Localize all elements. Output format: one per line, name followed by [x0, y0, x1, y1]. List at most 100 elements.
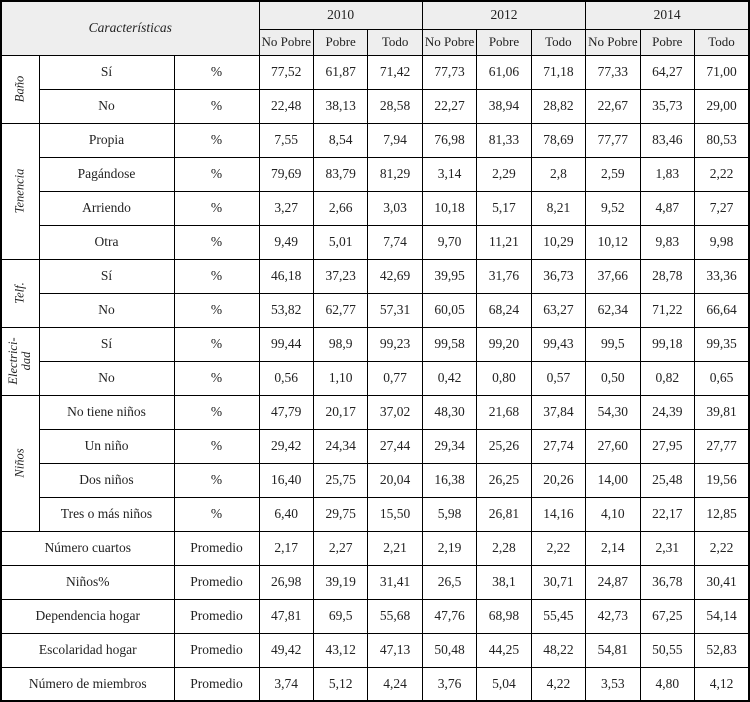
unit-cell: Promedio	[173, 666, 260, 702]
unit-cell: Promedio	[173, 632, 260, 668]
table-header: Características 2010 2012 2014 No Pobre Pobre…	[0, 0, 750, 56]
characteristics-header: Características	[0, 0, 260, 56]
data-cell: 77,52	[258, 54, 314, 90]
data-cell: 79,69	[258, 156, 314, 192]
data-cell: 27,74	[530, 428, 587, 464]
data-cell: 46,18	[258, 258, 314, 294]
data-cell: 20,17	[312, 394, 369, 430]
data-cell: 26,25	[476, 462, 532, 498]
data-cell: 49,42	[258, 632, 314, 668]
data-cell: 55,68	[367, 598, 423, 634]
data-cell: 42,73	[585, 598, 641, 634]
data-cell: 31,76	[476, 258, 532, 294]
data-cell: 19,56	[694, 462, 750, 498]
row-label-cell: No	[38, 292, 175, 328]
data-cell: 71,42	[367, 54, 423, 90]
data-cell: 2,22	[694, 156, 750, 192]
data-cell: 2,29	[476, 156, 532, 192]
data-cell: 61,87	[312, 54, 369, 90]
data-cell: 10,12	[585, 224, 641, 260]
data-cell: 37,66	[585, 258, 641, 294]
data-cell: 66,64	[694, 292, 750, 328]
data-cell: 76,98	[421, 122, 478, 158]
data-cell: 28,78	[639, 258, 696, 294]
row-label-cell: No	[38, 88, 175, 124]
data-cell: 33,36	[694, 258, 750, 294]
table-row: Niños No tiene niños% 47,79 20,17 37,02 48,30…	[0, 394, 750, 532]
data-cell: 77,73	[421, 54, 478, 90]
data-cell: 48,22	[530, 632, 587, 668]
data-cell: 64,27	[639, 54, 696, 90]
data-cell: 5,04	[476, 666, 532, 702]
row-label-cell: Un niño	[38, 428, 175, 464]
data-cell: 26,81	[476, 496, 532, 532]
data-cell: 4,80	[639, 666, 696, 702]
data-cell: 27,77	[694, 428, 750, 464]
subgroup-header: Todo	[694, 28, 750, 56]
table-row: Número de miembros Promedio 3,74 5,12 4,24 3,…	[0, 666, 750, 702]
data-cell: 22,17	[639, 496, 696, 532]
data-cell: 12,85	[694, 496, 750, 532]
data-cell: 69,5	[312, 598, 369, 634]
group-label: Baño	[12, 75, 27, 103]
data-cell: 25,26	[476, 428, 532, 464]
row-label-cell: Tres o más niños	[38, 496, 175, 532]
data-cell: 29,42	[258, 428, 314, 464]
data-cell: 28,58	[367, 88, 423, 124]
row-label-cell: Sí	[38, 258, 175, 294]
data-cell: 10,29	[530, 224, 587, 260]
row-label-cell: No tiene niños	[38, 394, 175, 430]
table-row: Telf. Sí% 46,18 37,23 42,69 39,95 31,76 36,73 37…	[0, 258, 750, 328]
data-cell: 5,12	[312, 666, 369, 702]
data-cell: 9,49	[258, 224, 314, 260]
data-cell: 71,18	[530, 54, 587, 90]
unit-cell: %	[173, 326, 260, 362]
data-cell: 99,18	[639, 326, 696, 362]
data-cell: 0,82	[639, 360, 696, 396]
data-cell: 99,20	[476, 326, 532, 362]
data-cell: 0,42	[421, 360, 478, 396]
data-cell: 1,10	[312, 360, 369, 396]
data-cell: 27,95	[639, 428, 696, 464]
data-cell: 31,41	[367, 564, 423, 600]
data-cell: 16,40	[258, 462, 314, 498]
data-cell: 47,79	[258, 394, 314, 430]
data-cell: 39,81	[694, 394, 750, 430]
data-cell: 61,06	[476, 54, 532, 90]
group-label: Tenencia	[12, 168, 27, 214]
group-label-cell: Tenencia	[0, 122, 40, 260]
data-cell: 54,81	[585, 632, 641, 668]
unit-cell: %	[173, 190, 260, 226]
data-cell: 38,94	[476, 88, 532, 124]
data-cell: 53,82	[258, 292, 314, 328]
data-cell: 67,25	[639, 598, 696, 634]
year-header: 2010	[258, 0, 423, 30]
year-header: 2014	[585, 0, 750, 30]
data-cell: 0,56	[258, 360, 314, 396]
row-label-cell: Pagándose	[38, 156, 175, 192]
data-cell: 2,28	[476, 530, 532, 566]
data-cell: 83,46	[639, 122, 696, 158]
data-cell: 2,14	[585, 530, 641, 566]
data-cell: 78,69	[530, 122, 587, 158]
table-row: No% 53,82 62,77 57,31 60,05 68,24 63,27 62,34 71…	[1, 292, 750, 328]
data-cell: 3,53	[585, 666, 641, 702]
group-label: Electrici- dad	[6, 337, 34, 385]
data-cell: 52,83	[694, 632, 750, 668]
data-cell: 7,55	[258, 122, 314, 158]
data-cell: 28,82	[530, 88, 587, 124]
data-cell: 2,66	[312, 190, 369, 226]
unit-cell: %	[173, 224, 260, 260]
row-label-cell: Número cuartos	[0, 530, 175, 566]
data-cell: 77,77	[585, 122, 641, 158]
data-cell: 99,5	[585, 326, 641, 362]
table-row: Niños% Promedio 26,98 39,19 31,41 26,5 38,1 30,…	[0, 564, 750, 600]
data-cell: 14,00	[585, 462, 641, 498]
unit-cell: %	[173, 462, 260, 498]
table-row: No% 22,48 38,13 28,58 22,27 38,94 28,82 22,67 35…	[1, 88, 750, 124]
data-cell: 6,40	[258, 496, 314, 532]
data-cell: 68,98	[476, 598, 532, 634]
data-cell: 3,27	[258, 190, 314, 226]
data-cell: 9,83	[639, 224, 696, 260]
